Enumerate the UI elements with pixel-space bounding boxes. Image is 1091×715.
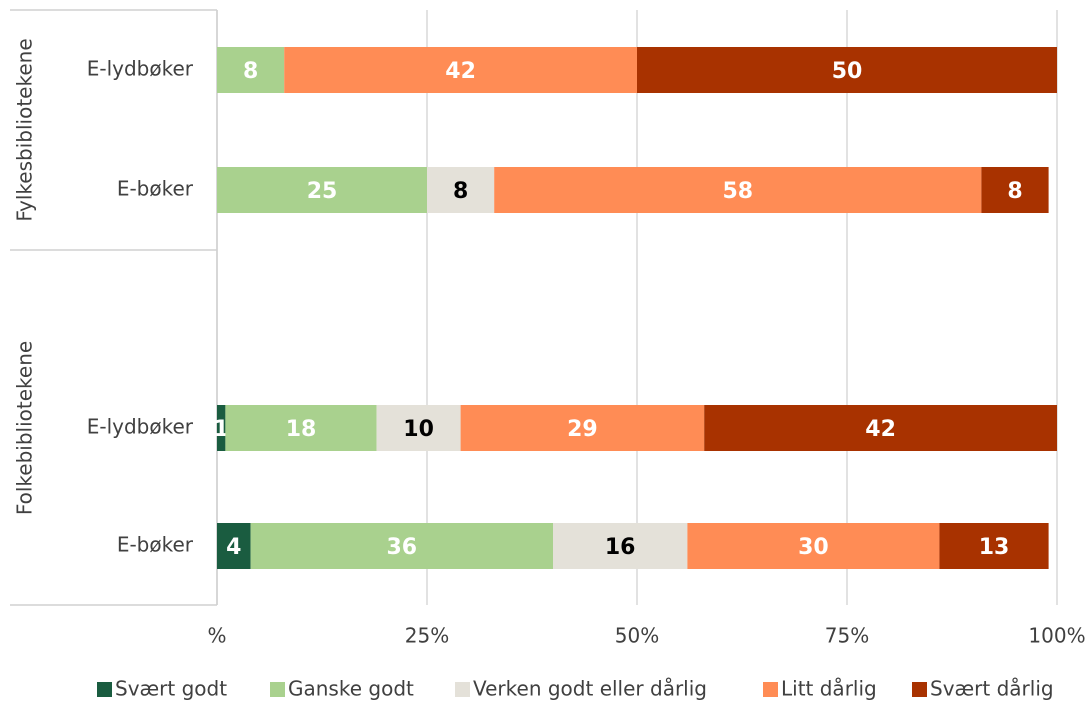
group-label: Fylkesbibliotekene <box>13 38 37 221</box>
group-label: Folkebibliotekene <box>13 341 37 515</box>
data-label: 58 <box>722 179 753 204</box>
legend-swatch <box>912 682 927 697</box>
data-label: 4 <box>226 535 241 560</box>
data-label: 8 <box>243 59 258 84</box>
bar-segment <box>217 47 285 93</box>
data-label: 8 <box>453 179 468 204</box>
bar-segment <box>376 405 461 451</box>
bar-segment <box>981 167 1049 213</box>
legend-label: Ganske godt <box>288 677 414 701</box>
legend-swatch <box>270 682 285 697</box>
data-label: 42 <box>865 417 896 442</box>
legend-label: Svært godt <box>115 677 227 701</box>
bar-segment <box>687 523 940 569</box>
bar-segment <box>494 167 982 213</box>
bar-segment <box>460 405 705 451</box>
bar-segment <box>284 47 637 93</box>
data-label: 10 <box>403 417 434 442</box>
data-label: 1 <box>214 417 229 442</box>
legend-label: Svært dårlig <box>930 677 1054 701</box>
legend-swatch <box>455 682 470 697</box>
bar-segment <box>217 405 226 451</box>
y-tick-label: E-lydbøker <box>87 57 194 81</box>
y-tick-label: E-lydbøker <box>87 415 194 439</box>
x-tick-label: 50% <box>615 624 659 648</box>
data-label: 42 <box>445 59 476 84</box>
data-label: 16 <box>605 535 636 560</box>
bar-segment <box>250 523 553 569</box>
bar-segment <box>553 523 688 569</box>
data-label: 13 <box>979 535 1010 560</box>
legend-swatch <box>97 682 112 697</box>
bar-segment <box>939 523 1049 569</box>
y-tick-label: E-bøker <box>117 177 194 201</box>
bar-segment <box>217 523 251 569</box>
data-label: 36 <box>386 535 417 560</box>
x-tick-label: 25% <box>405 624 449 648</box>
data-label: 30 <box>798 535 829 560</box>
bar-segment <box>225 405 377 451</box>
x-tick-label: 75% <box>825 624 869 648</box>
bar-segment <box>637 47 1057 93</box>
bar-segment <box>427 167 495 213</box>
bar-segment <box>217 167 427 213</box>
data-label: 18 <box>286 417 317 442</box>
legend-label: Litt dårlig <box>781 677 877 701</box>
legend-swatch <box>763 682 778 697</box>
data-label: 29 <box>567 417 598 442</box>
data-label: 25 <box>307 179 338 204</box>
x-tick-label: 100% <box>1028 624 1085 648</box>
data-label: 50 <box>832 59 863 84</box>
bar-segment <box>704 405 1057 451</box>
y-tick-label: E-bøker <box>117 533 194 557</box>
legend-label: Verken godt eller dårlig <box>473 677 707 701</box>
x-tick-label: % <box>207 624 226 648</box>
data-label: 8 <box>1007 179 1022 204</box>
